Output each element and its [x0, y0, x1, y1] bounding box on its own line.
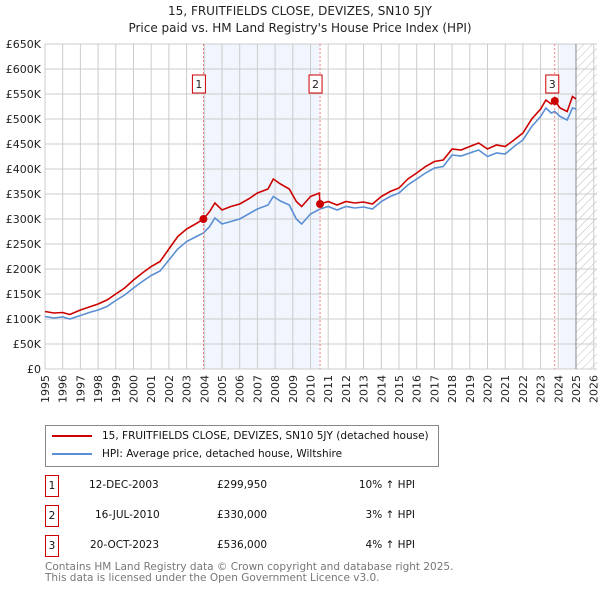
sale-hpi-change: 10% ↑ HPI	[358, 479, 415, 491]
x-tick-label: 2013	[358, 375, 371, 403]
legend-swatch-red	[52, 435, 92, 437]
x-tick-label: 2008	[269, 375, 282, 403]
sale-date: 12-DEC-2003	[89, 479, 159, 491]
x-tick-label: 1997	[74, 375, 87, 403]
footer: Contains HM Land Registry data © Crown c…	[45, 562, 453, 584]
legend-item-hpi: HPI: Average price, detached house, Wilt…	[52, 448, 342, 460]
x-tick-label: 2014	[375, 375, 388, 403]
forecast-hatch	[576, 44, 597, 369]
x-tick-label: 2010	[305, 375, 318, 403]
x-tick-label: 2023	[535, 375, 548, 403]
x-tick-label: 1995	[39, 375, 52, 403]
legend-label: 15, FRUITFIELDS CLOSE, DEVIZES, SN10 5JY…	[102, 430, 429, 442]
sale-number-badge: 2	[45, 505, 59, 527]
y-tick-label: £0	[27, 363, 41, 376]
y-tick-label: £550K	[6, 88, 42, 101]
sale-date: 20-OCT-2023	[90, 539, 159, 551]
x-tick-label: 1996	[57, 375, 70, 403]
x-tick-label: 2026	[588, 375, 600, 403]
y-tick-label: £600K	[6, 63, 42, 76]
footer-copyright: Contains HM Land Registry data © Crown c…	[45, 561, 454, 573]
sale-point	[199, 215, 208, 224]
sale-label-box	[191, 74, 206, 94]
y-tick-label: £450K	[6, 138, 42, 151]
sale-label: 1	[195, 78, 202, 91]
x-tick-label: 2020	[482, 375, 495, 403]
x-tick-label: 2015	[393, 375, 406, 403]
x-tick-label: 2011	[322, 375, 335, 403]
sale-hpi-change: 3% ↑ HPI	[365, 509, 415, 521]
x-tick-label: 2019	[464, 375, 477, 403]
x-tick-label: 2003	[181, 375, 194, 403]
x-tick-label: 1999	[110, 375, 123, 403]
x-tick-label: 2002	[163, 375, 176, 403]
price-chart: 15, FRUITFIELDS CLOSE, DEVIZES, SN10 5JY…	[6, 4, 600, 403]
sale-number-badge: 3	[45, 535, 59, 557]
y-tick-label: £500K	[6, 113, 42, 126]
series-line	[44, 106, 577, 320]
x-tick-label: 2004	[198, 375, 211, 403]
y-tick-label: £650K	[6, 38, 42, 51]
sale-price: £536,000	[217, 539, 268, 551]
chart-subtitle: Price paid vs. HM Land Registry's House …	[128, 21, 471, 35]
x-tick-label: 2007	[251, 375, 264, 403]
sale-number-badge: 1	[45, 475, 59, 497]
sale-label: 2	[312, 78, 319, 91]
legend-item-property: 15, FRUITFIELDS CLOSE, DEVIZES, SN10 5JY…	[52, 430, 429, 442]
y-tick-label: £400K	[6, 163, 42, 176]
x-tick-label: 2006	[234, 375, 247, 403]
x-tick-label: 2021	[499, 375, 512, 403]
y-tick-label: £300K	[6, 213, 42, 226]
legend-label: HPI: Average price, detached house, Wilt…	[102, 448, 343, 460]
x-tick-label: 1998	[92, 375, 105, 403]
legend: 15, FRUITFIELDS CLOSE, DEVIZES, SN10 5JY…	[45, 425, 439, 467]
sale-point	[550, 97, 559, 105]
sale-row-1: 1 12-DEC-2003 £299,950 10% ↑ HPI	[45, 475, 445, 497]
sale-point	[316, 200, 325, 208]
x-tick-label: 2001	[145, 375, 158, 403]
y-tick-label: £150K	[6, 288, 42, 301]
shaded-period	[560, 44, 576, 369]
y-tick-label: £200K	[6, 263, 42, 276]
sale-label-box	[308, 74, 323, 94]
x-tick-label: 2017	[428, 375, 441, 403]
y-tick-label: £250K	[6, 238, 42, 251]
y-tick-label: £100K	[6, 313, 42, 326]
series-line	[44, 95, 577, 316]
x-tick-label: 2000	[128, 375, 141, 403]
chart-title: 15, FRUITFIELDS CLOSE, DEVIZES, SN10 5JY	[168, 4, 433, 18]
x-tick-label: 2012	[340, 375, 353, 403]
sale-price: £299,950	[217, 479, 268, 491]
y-tick-label: £350K	[6, 188, 42, 201]
legend-swatch-blue	[52, 453, 92, 455]
sale-label: 3	[549, 78, 556, 91]
sale-label-box	[545, 74, 560, 94]
sale-row-2: 2 16-JUL-2010 £330,000 3% ↑ HPI	[45, 505, 445, 527]
y-tick-label: £50K	[13, 338, 42, 351]
x-tick-label: 2018	[446, 375, 459, 403]
x-tick-label: 2025	[570, 375, 583, 403]
x-tick-label: 2022	[517, 375, 530, 403]
x-tick-label: 2016	[411, 375, 424, 403]
x-tick-label: 2009	[287, 375, 300, 403]
sale-row-3: 3 20-OCT-2023 £536,000 4% ↑ HPI	[45, 535, 445, 557]
x-tick-label: 2024	[552, 375, 565, 403]
sale-hpi-change: 4% ↑ HPI	[365, 539, 415, 551]
sale-date: 16-JUL-2010	[95, 509, 160, 521]
footer-licence: This data is licensed under the Open Gov…	[45, 572, 380, 584]
x-tick-label: 2005	[216, 375, 229, 403]
sale-price: £330,000	[217, 509, 268, 521]
